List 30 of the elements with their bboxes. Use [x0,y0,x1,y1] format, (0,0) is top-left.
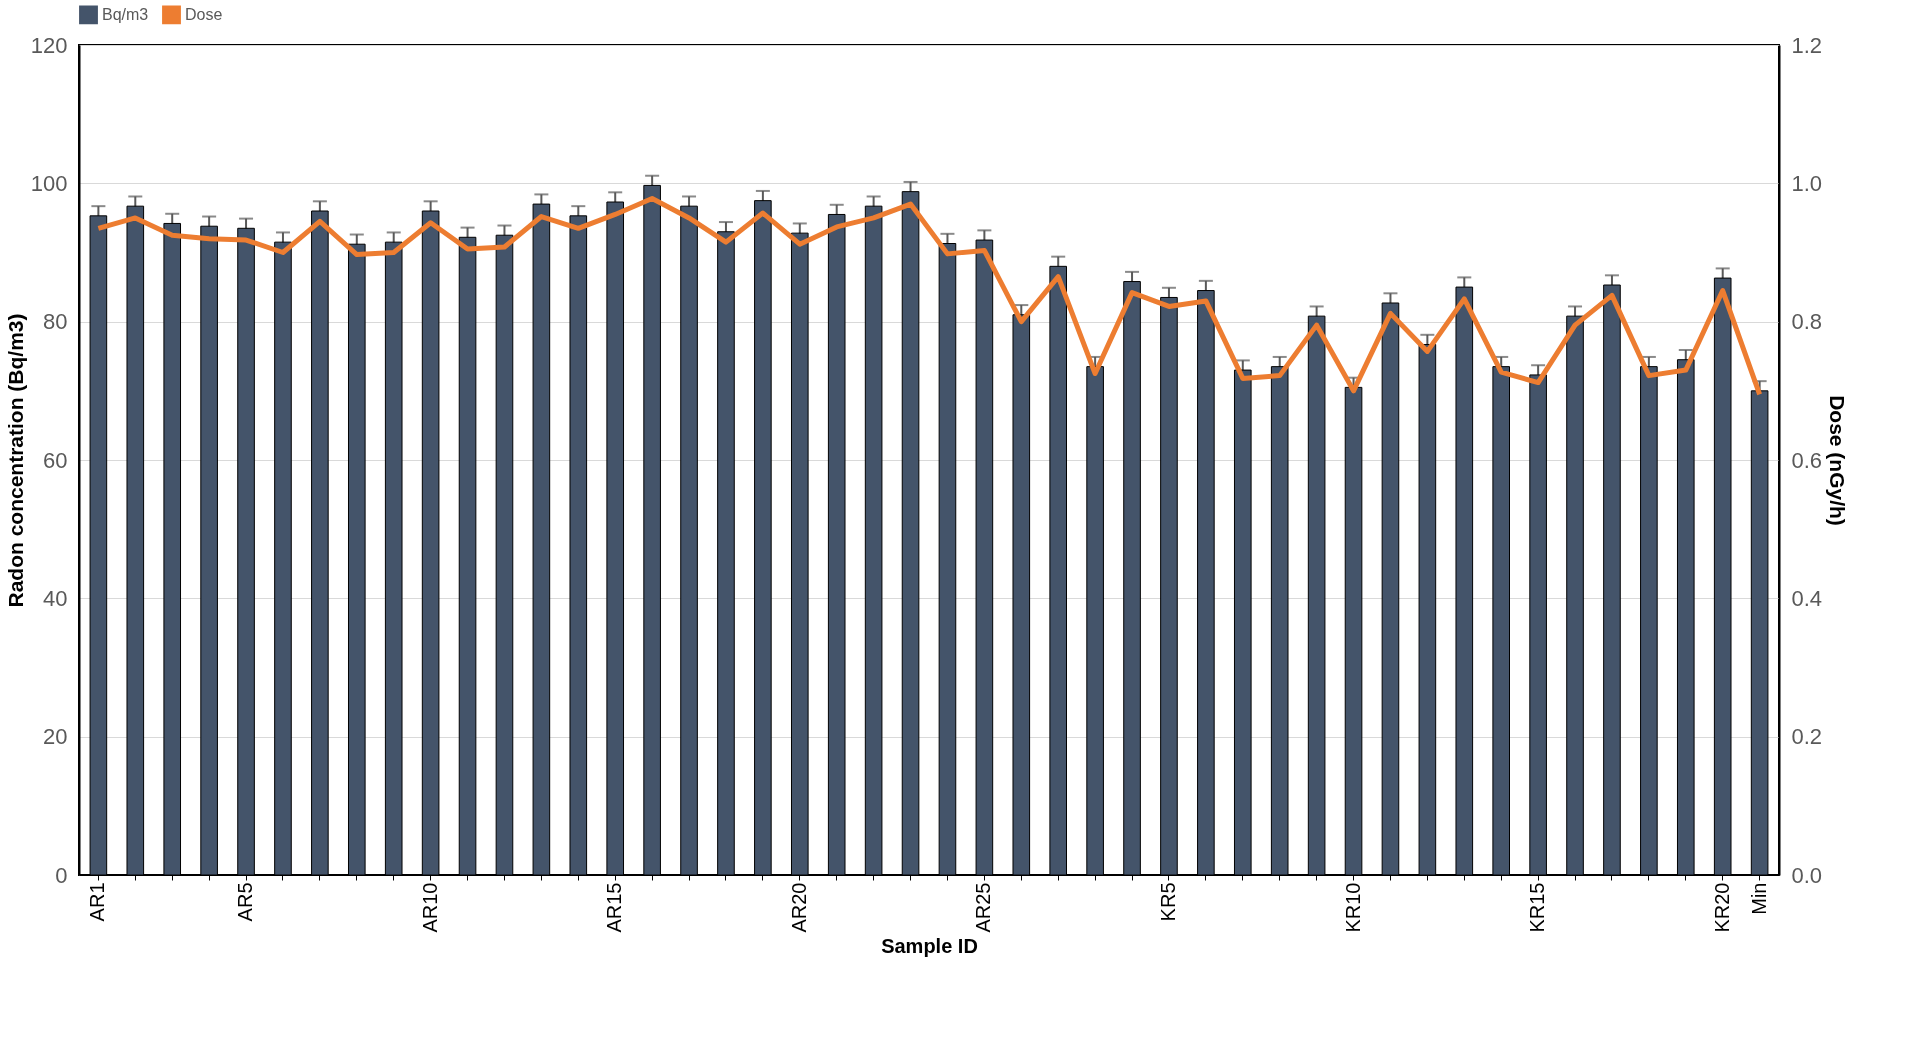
y-tick-label: 40 [43,585,68,611]
y2-tick-label: 0.8 [1791,309,1823,335]
x-tick-label: AR5 [234,882,257,922]
x-tick-label: KR5 [1156,882,1179,922]
y-tick-label: 80 [43,309,68,335]
y-tick-label: 0 [55,862,68,888]
y2-tick-label: 0.6 [1791,447,1823,473]
x-tick-label: Min [1747,882,1770,915]
legend-label: Dose [185,5,223,23]
y-tick-label: 100 [30,170,68,196]
x-tick-label: KR15 [1526,882,1549,933]
y-tick-label: 120 [30,32,68,58]
x-tick-label: AR15 [603,882,626,933]
y2-tick-label: 0.4 [1791,585,1823,611]
x-tick-label: AR1 [86,882,109,922]
y-tick-label: 20 [43,724,68,750]
y2-tick-label: 0.2 [1791,724,1823,750]
x-tick-label: AR20 [787,882,810,933]
y-axis-title: Radon concentration (Bq/m3) [3,313,27,608]
y2-tick-label: 1.2 [1791,32,1823,58]
y-tick-label: 60 [43,447,68,473]
x-tick-label: KR10 [1341,882,1364,933]
x-tick-label: KR20 [1710,882,1733,933]
x-tick-label: AR10 [418,882,441,933]
x-tick-label: AR25 [972,882,995,933]
y2-tick-label: 0.0 [1791,862,1823,888]
y2-tick-label: 1.0 [1791,170,1823,196]
x-axis-title: Sample ID [881,934,978,957]
y2-axis-title: Dose (nGy/h) [1826,395,1850,526]
legend-label: Bq/m3 [102,5,149,23]
